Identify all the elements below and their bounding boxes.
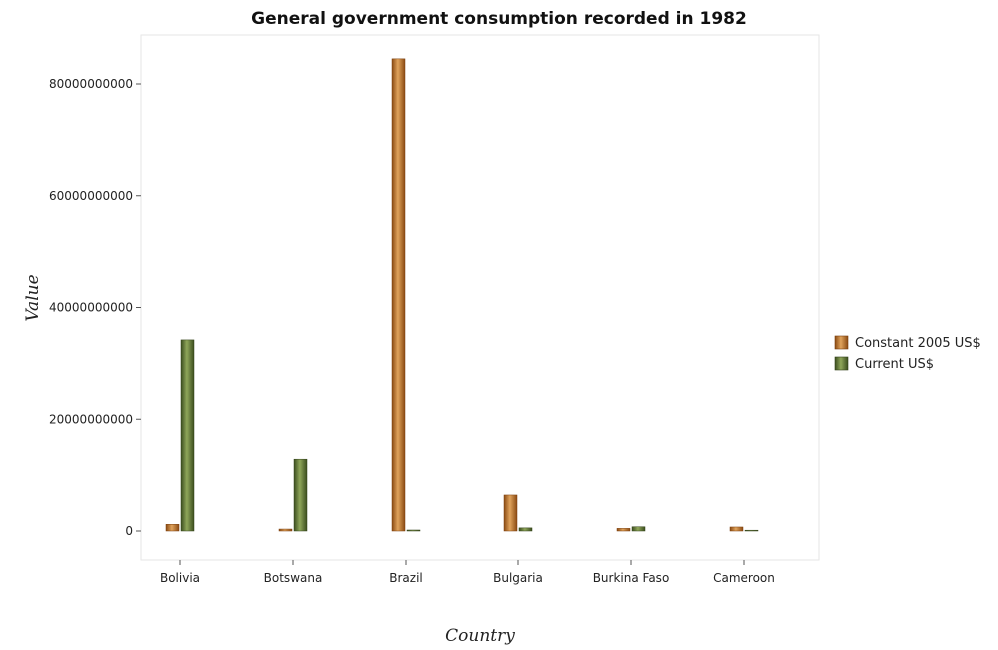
legend-label-constant-2005: Constant 2005 US$	[855, 336, 981, 351]
bar-current-us-cameroon	[745, 530, 758, 531]
bar-constant-2005-cameroon	[730, 527, 743, 531]
bar-constant-2005-bolivia	[166, 524, 179, 531]
bar-constant-2005-burkina-faso	[617, 528, 630, 531]
legend-label-current-us: Current US$	[855, 357, 934, 372]
plot-area	[141, 35, 819, 560]
y-tick-label: 0	[125, 524, 133, 538]
bar-current-us-botswana	[294, 459, 307, 531]
legend: Constant 2005 US$ Current US$	[835, 336, 981, 372]
y-tick-label: 80000000000	[49, 77, 133, 91]
chart-title: General government consumption recorded …	[251, 9, 747, 29]
legend-swatch-current-us	[835, 357, 848, 370]
x-axis-ticks: Bolivia Botswana Brazil Bulgaria Burkina Fas…	[160, 560, 775, 585]
x-tick-label: Botswana	[264, 571, 323, 585]
x-axis-label: Country	[445, 626, 515, 646]
bar-constant-2005-brazil	[392, 59, 405, 531]
y-tick-label: 40000000000	[49, 301, 133, 315]
bar-current-us-brazil	[407, 530, 420, 531]
bar-current-us-bolivia	[181, 340, 194, 531]
x-tick-label: Cameroon	[713, 571, 775, 585]
y-tick-label: 20000000000	[49, 412, 133, 426]
x-tick-label: Brazil	[389, 571, 423, 585]
x-tick-label: Bulgaria	[493, 571, 543, 585]
y-tick-label: 60000000000	[49, 189, 133, 203]
y-axis-label: Value	[23, 274, 43, 321]
bar-current-us-bulgaria	[519, 528, 532, 531]
bar-constant-2005-bulgaria	[504, 495, 517, 531]
legend-swatch-constant-2005	[835, 336, 848, 349]
bar-current-us-burkina-faso	[632, 527, 645, 531]
x-tick-label: Burkina Faso	[593, 571, 670, 585]
x-tick-label: Bolivia	[160, 571, 200, 585]
y-axis-ticks: 0 20000000000 40000000000 60000000000 800000…	[49, 77, 141, 538]
bar-constant-2005-botswana	[279, 529, 292, 531]
